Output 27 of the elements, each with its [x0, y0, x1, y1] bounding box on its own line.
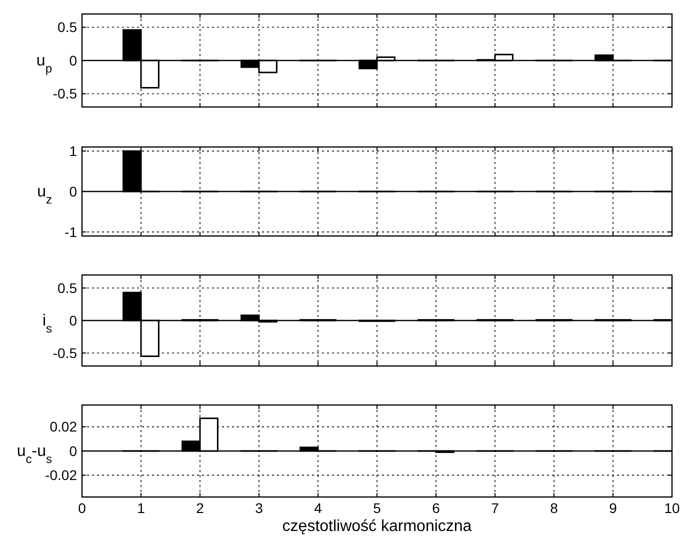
y-tick-label: -0.02 — [45, 467, 78, 484]
x-tick-label: 1 — [137, 500, 146, 516]
y-tick-label: 0 — [69, 183, 78, 200]
y-tick-label: 0 — [69, 312, 78, 328]
y-tick-label: 0 — [69, 442, 78, 459]
x-tick-label: 6 — [432, 500, 440, 516]
x-tick-label: 9 — [609, 500, 618, 516]
x-tick-label: 7 — [491, 500, 500, 516]
y-axis-title: u$_{z}$ — [37, 184, 52, 206]
y-axis-title: u$_{p}$ — [36, 52, 52, 76]
y-tick-label: 0.02 — [50, 418, 78, 435]
x-tick-label: 5 — [373, 500, 382, 516]
y-axis-title: u$_{c}$-u$_{s}$ — [16, 443, 52, 466]
x-tick-label: 2 — [196, 500, 204, 516]
y-tick-label: 0.5 — [58, 19, 78, 36]
y-tick-label: 0 — [69, 52, 78, 68]
y-axis-title: i$_{s}$ — [42, 312, 52, 336]
x-tick-label: 8 — [550, 500, 558, 516]
y-tick-label: -0.5 — [52, 344, 78, 361]
y-tick-label: 0.5 — [58, 280, 78, 296]
x-axis-title: częstotliwość karmoniczna — [282, 518, 472, 535]
y-tick-label: -0.5 — [52, 86, 78, 102]
x-tick-label: 3 — [255, 500, 264, 516]
x-tick-label: 10 — [664, 500, 680, 516]
x-tick-label: 4 — [314, 500, 322, 516]
y-tick-label: 1 — [69, 142, 78, 159]
y-tick-label: -1 — [64, 224, 78, 240]
